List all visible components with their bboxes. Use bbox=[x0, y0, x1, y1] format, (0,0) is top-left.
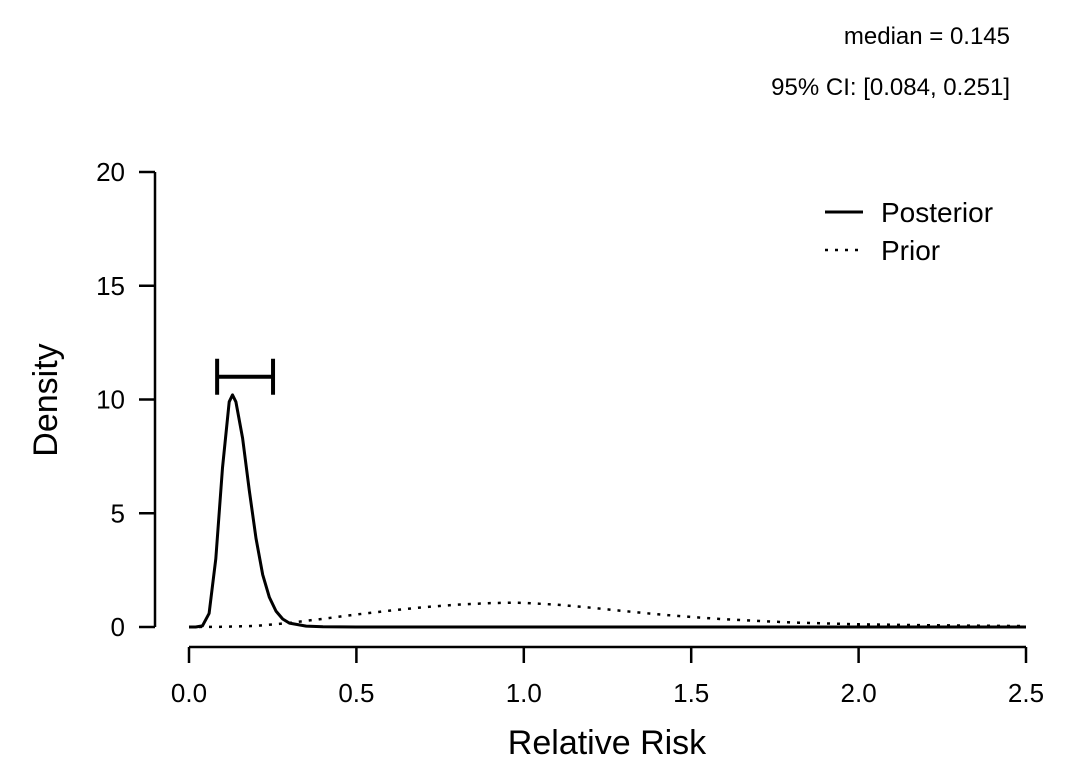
x-tick-label: 1.5 bbox=[673, 678, 709, 708]
y-axis-title: Density bbox=[27, 343, 65, 456]
median-annotation: median = 0.145 bbox=[844, 23, 1010, 50]
x-tick-label: 2.5 bbox=[1008, 678, 1044, 708]
ci-annotation: 95% CI: [0.084, 0.251] bbox=[771, 74, 1010, 101]
legend-label-prior: Prior bbox=[881, 235, 940, 266]
y-tick-label: 0 bbox=[111, 612, 125, 642]
y-tick-label: 15 bbox=[96, 271, 125, 301]
x-tick-label: 1.0 bbox=[506, 678, 542, 708]
x-tick-label: 2.0 bbox=[841, 678, 877, 708]
x-axis-title: Relative Risk bbox=[508, 724, 707, 762]
x-tick-label: 0.0 bbox=[171, 678, 207, 708]
series-posterior-line bbox=[189, 393, 1026, 629]
y-tick-label: 5 bbox=[111, 498, 125, 528]
y-tick-label: 20 bbox=[96, 157, 125, 187]
legend-label-posterior: Posterior bbox=[881, 197, 993, 228]
x-tick-label: 0.5 bbox=[338, 678, 374, 708]
series-prior-line bbox=[188, 601, 1027, 629]
y-tick-label: 10 bbox=[96, 385, 125, 415]
